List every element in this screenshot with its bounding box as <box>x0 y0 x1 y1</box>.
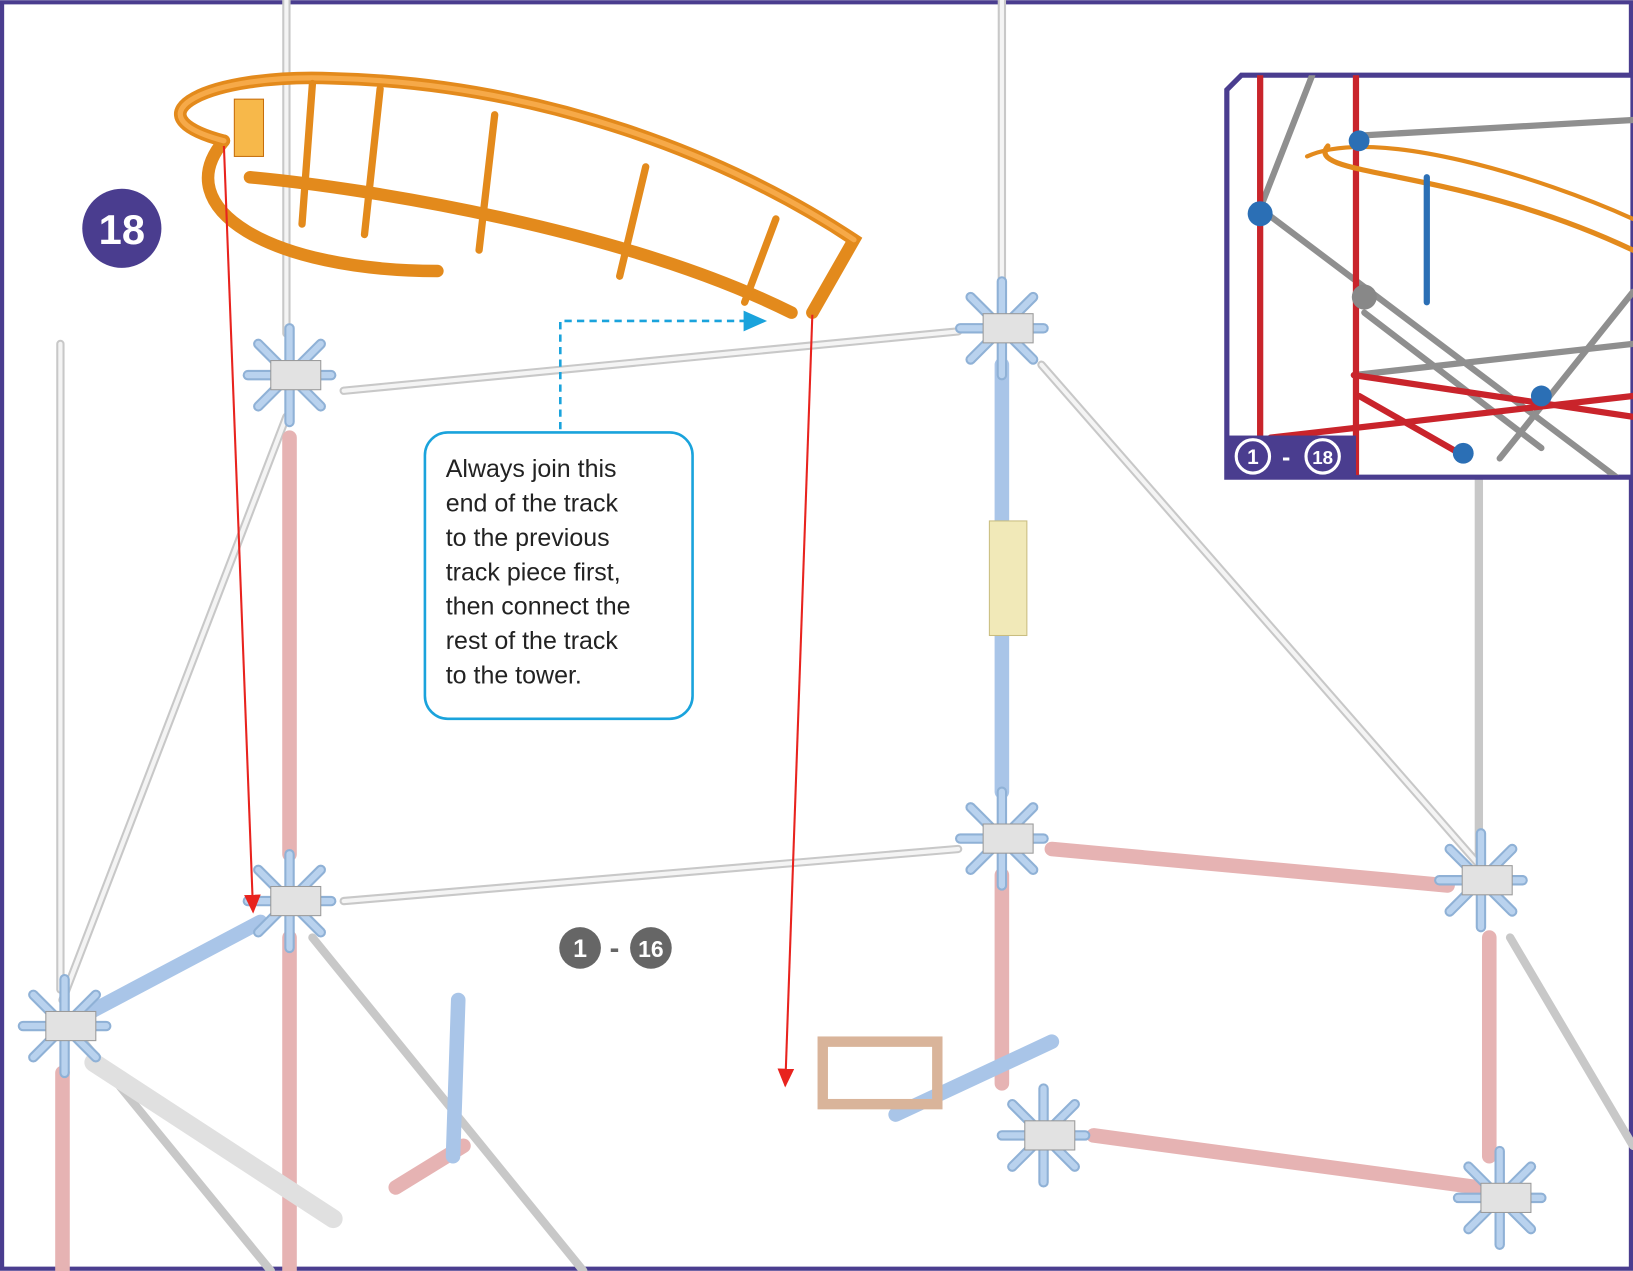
step-number: 18 <box>99 206 145 253</box>
callout-line: track piece first, <box>446 558 621 586</box>
manual-page: 18 Always join this end of the track to th… <box>0 0 1633 1271</box>
callout-line: to the tower. <box>446 661 582 689</box>
to-step: 18 <box>1312 447 1333 468</box>
connector <box>989 521 1026 636</box>
from-step: 1 <box>573 935 587 963</box>
callout-line: Always join this <box>446 455 617 483</box>
callout: Always join this end of the track to the p… <box>446 455 631 689</box>
separator: - <box>610 933 620 965</box>
previous-steps: 1 - 16 <box>559 927 671 969</box>
callout-line: end of the track <box>446 490 619 518</box>
callout-line: then connect the <box>446 593 631 621</box>
from-step: 1 <box>1247 446 1259 469</box>
callout-line: rest of the track <box>446 627 619 655</box>
to-step: 16 <box>638 936 663 962</box>
inset: 1 - 18 <box>1227 75 1633 489</box>
separator: - <box>1282 443 1290 471</box>
callout-line: to the previous <box>446 524 610 552</box>
